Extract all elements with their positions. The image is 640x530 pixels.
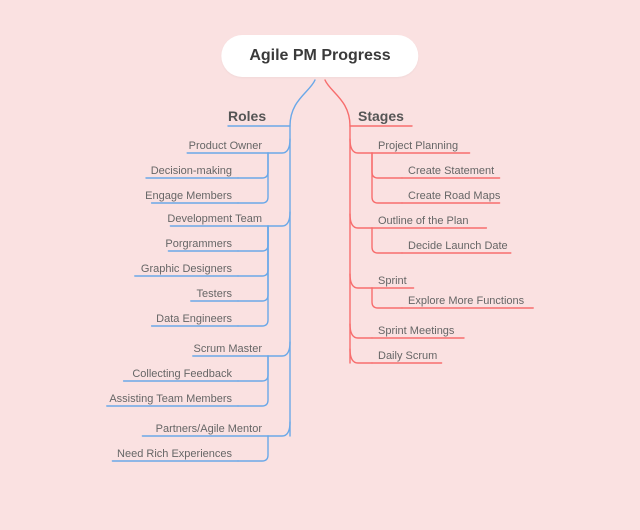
mindmap-node: Scrum Master (194, 343, 262, 355)
mindmap-canvas: Agile PM Progress Roles Stages Product O… (0, 0, 640, 530)
mindmap-node-label: Development Team (167, 213, 262, 225)
mindmap-node-label: Decide Launch Date (408, 240, 508, 252)
mindmap-node: Engage Members (145, 190, 232, 202)
mindmap-node-label: Graphic Designers (141, 263, 232, 275)
mindmap-node: Collecting Feedback (132, 368, 232, 380)
mindmap-node-label: Engage Members (145, 190, 232, 202)
mindmap-node: Product Owner (189, 140, 262, 152)
mindmap-node: Decide Launch Date (408, 240, 508, 252)
mindmap-node: Explore More Functions (408, 295, 524, 307)
mindmap-node: Outline of the Plan (378, 215, 469, 227)
mindmap-node-label: Collecting Feedback (132, 368, 232, 380)
mindmap-node: Porgrammers (165, 238, 232, 250)
mindmap-node-label: Daily Scrum (378, 350, 437, 362)
mindmap-node-label: Porgrammers (165, 238, 232, 250)
mindmap-node-label: Create Road Maps (408, 190, 500, 202)
mindmap-node: Sprint (378, 275, 407, 287)
mindmap-node-label: Partners/Agile Mentor (156, 423, 262, 435)
mindmap-node: Need Rich Experiences (117, 448, 232, 460)
mindmap-node: Create Statement (408, 165, 494, 177)
mindmap-node: Partners/Agile Mentor (156, 423, 262, 435)
mindmap-node-label: Scrum Master (194, 343, 262, 355)
mindmap-node: Graphic Designers (141, 263, 232, 275)
mindmap-node-label: Testers (197, 288, 232, 300)
mindmap-node-label: Project Planning (378, 140, 458, 152)
connector-lines (0, 0, 640, 530)
mindmap-node-label: Explore More Functions (408, 295, 524, 307)
mindmap-node: Project Planning (378, 140, 458, 152)
mindmap-node-label: Decision-making (151, 165, 232, 177)
mindmap-node-label: Product Owner (189, 140, 262, 152)
root-node: Agile PM Progress (221, 35, 418, 77)
branch-title-stages-label: Stages (358, 108, 404, 124)
mindmap-node-label: Sprint Meetings (378, 325, 454, 337)
mindmap-node-label: Assisting Team Members (109, 393, 232, 405)
mindmap-node: Create Road Maps (408, 190, 500, 202)
mindmap-node-label: Sprint (378, 275, 407, 287)
branch-title-roles: Roles (228, 108, 266, 124)
branch-title-stages: Stages (358, 108, 404, 124)
mindmap-node: Assisting Team Members (109, 393, 232, 405)
mindmap-node: Sprint Meetings (378, 325, 454, 337)
mindmap-node-label: Create Statement (408, 165, 494, 177)
mindmap-node-label: Outline of the Plan (378, 215, 469, 227)
root-label: Agile PM Progress (249, 47, 390, 64)
mindmap-node: Decision-making (151, 165, 232, 177)
mindmap-node-label: Need Rich Experiences (117, 448, 232, 460)
mindmap-node: Daily Scrum (378, 350, 437, 362)
branch-title-roles-label: Roles (228, 108, 266, 124)
mindmap-node-label: Data Engineers (156, 313, 232, 325)
mindmap-node: Testers (197, 288, 232, 300)
mindmap-node: Data Engineers (156, 313, 232, 325)
mindmap-node: Development Team (167, 213, 262, 225)
